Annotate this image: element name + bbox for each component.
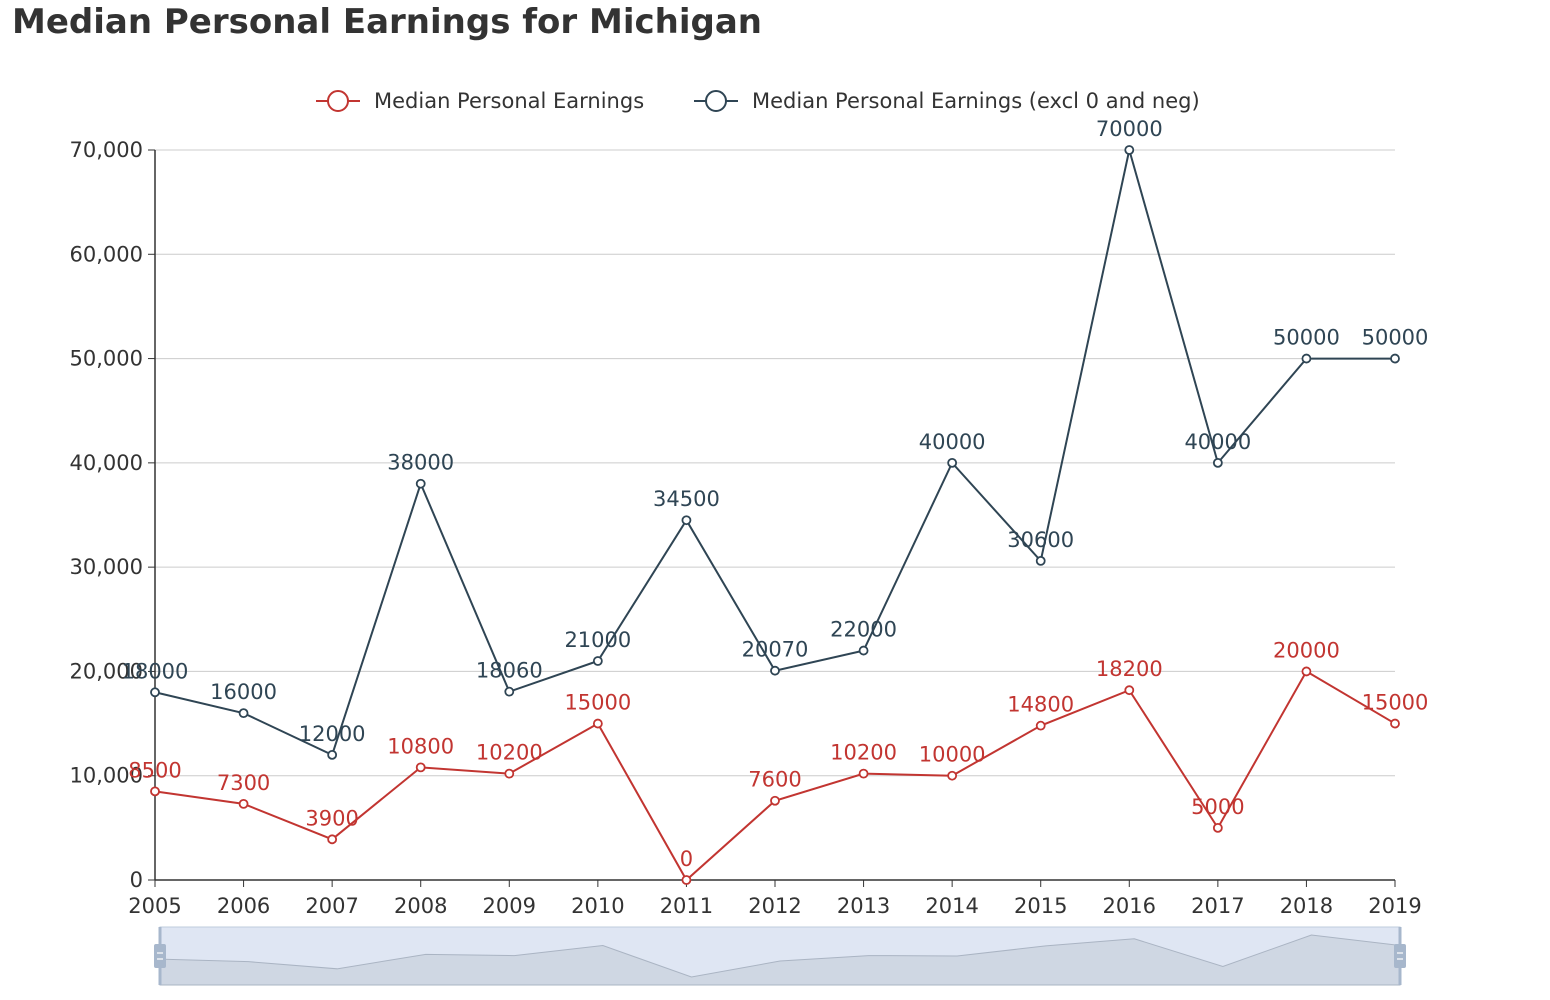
- x-tick-label: 2014: [925, 894, 978, 918]
- data-point[interactable]: [417, 763, 425, 771]
- data-label: 20000: [1273, 638, 1340, 662]
- data-point[interactable]: [771, 797, 779, 805]
- data-label: 7600: [748, 768, 801, 792]
- legend-item-2[interactable]: Median Personal Earnings (excl 0 and neg…: [752, 89, 1200, 113]
- data-label: 18200: [1096, 657, 1163, 681]
- data-point[interactable]: [1125, 686, 1133, 694]
- data-point[interactable]: [1037, 722, 1045, 730]
- x-tick-label: 2010: [571, 894, 624, 918]
- data-label: 10200: [830, 741, 897, 765]
- data-label: 14800: [1007, 693, 1074, 717]
- x-tick-label: 2015: [1014, 894, 1067, 918]
- data-label: 0: [680, 847, 693, 871]
- data-label: 10000: [919, 743, 986, 767]
- data-label: 50000: [1362, 326, 1429, 350]
- data-point[interactable]: [948, 459, 956, 467]
- y-tick-label: 0: [130, 868, 143, 892]
- y-tick-label: 30,000: [70, 555, 143, 579]
- data-point[interactable]: [151, 787, 159, 795]
- data-label: 18000: [122, 659, 189, 683]
- x-tick-label: 2018: [1280, 894, 1333, 918]
- data-label: 21000: [564, 628, 631, 652]
- data-label: 16000: [210, 680, 277, 704]
- data-point[interactable]: [505, 688, 513, 696]
- data-point[interactable]: [240, 709, 248, 717]
- x-tick-label: 2012: [748, 894, 801, 918]
- data-label: 10200: [476, 741, 543, 765]
- data-label: 50000: [1273, 326, 1340, 350]
- data-point[interactable]: [1302, 355, 1310, 363]
- data-label: 20070: [742, 638, 809, 662]
- x-tick-label: 2019: [1368, 894, 1421, 918]
- x-tick-label: 2016: [1103, 894, 1156, 918]
- data-point[interactable]: [682, 876, 690, 884]
- data-point[interactable]: [594, 657, 602, 665]
- x-tick-label: 2006: [217, 894, 270, 918]
- data-point[interactable]: [240, 800, 248, 808]
- zoom-handle-right[interactable]: [1394, 944, 1406, 968]
- y-tick-label: 70,000: [70, 138, 143, 162]
- data-label: 38000: [387, 451, 454, 475]
- data-label: 7300: [217, 771, 270, 795]
- data-label: 15000: [1362, 691, 1429, 715]
- data-point[interactable]: [948, 772, 956, 780]
- data-label: 70000: [1096, 117, 1163, 141]
- zoom-handle-left[interactable]: [154, 944, 166, 968]
- data-label: 3900: [305, 806, 358, 830]
- data-label: 5000: [1191, 795, 1244, 819]
- data-point[interactable]: [1214, 824, 1222, 832]
- data-point[interactable]: [328, 835, 336, 843]
- y-tick-label: 40,000: [70, 451, 143, 475]
- legend-circle-icon[interactable]: [328, 91, 348, 111]
- data-label: 12000: [299, 722, 366, 746]
- data-label: 8500: [128, 758, 181, 782]
- data-point[interactable]: [860, 770, 868, 778]
- data-point[interactable]: [594, 720, 602, 728]
- data-point[interactable]: [1391, 720, 1399, 728]
- y-tick-label: 50,000: [70, 347, 143, 371]
- x-tick-label: 2013: [837, 894, 890, 918]
- data-point[interactable]: [1302, 667, 1310, 675]
- data-label: 22000: [830, 618, 897, 642]
- x-tick-label: 2011: [660, 894, 713, 918]
- data-label: 30600: [1007, 528, 1074, 552]
- data-point[interactable]: [505, 770, 513, 778]
- data-label: 40000: [919, 430, 986, 454]
- data-point[interactable]: [1214, 459, 1222, 467]
- x-tick-label: 2017: [1191, 894, 1244, 918]
- data-point[interactable]: [682, 516, 690, 524]
- data-label: 34500: [653, 487, 720, 511]
- data-point[interactable]: [151, 688, 159, 696]
- data-point[interactable]: [771, 667, 779, 675]
- data-point[interactable]: [860, 647, 868, 655]
- y-tick-label: 60,000: [70, 242, 143, 266]
- data-point[interactable]: [1037, 557, 1045, 565]
- x-tick-label: 2005: [128, 894, 181, 918]
- data-point[interactable]: [1391, 355, 1399, 363]
- data-label: 10800: [387, 734, 454, 758]
- data-label: 15000: [564, 691, 631, 715]
- data-point[interactable]: [328, 751, 336, 759]
- legend-item-1[interactable]: Median Personal Earnings: [374, 89, 644, 113]
- data-point[interactable]: [1125, 146, 1133, 154]
- legend-circle-icon[interactable]: [706, 91, 726, 111]
- x-tick-label: 2007: [305, 894, 358, 918]
- x-tick-label: 2009: [483, 894, 536, 918]
- data-label: 40000: [1184, 430, 1251, 454]
- x-tick-label: 2008: [394, 894, 447, 918]
- data-point[interactable]: [417, 480, 425, 488]
- data-label: 18060: [476, 659, 543, 683]
